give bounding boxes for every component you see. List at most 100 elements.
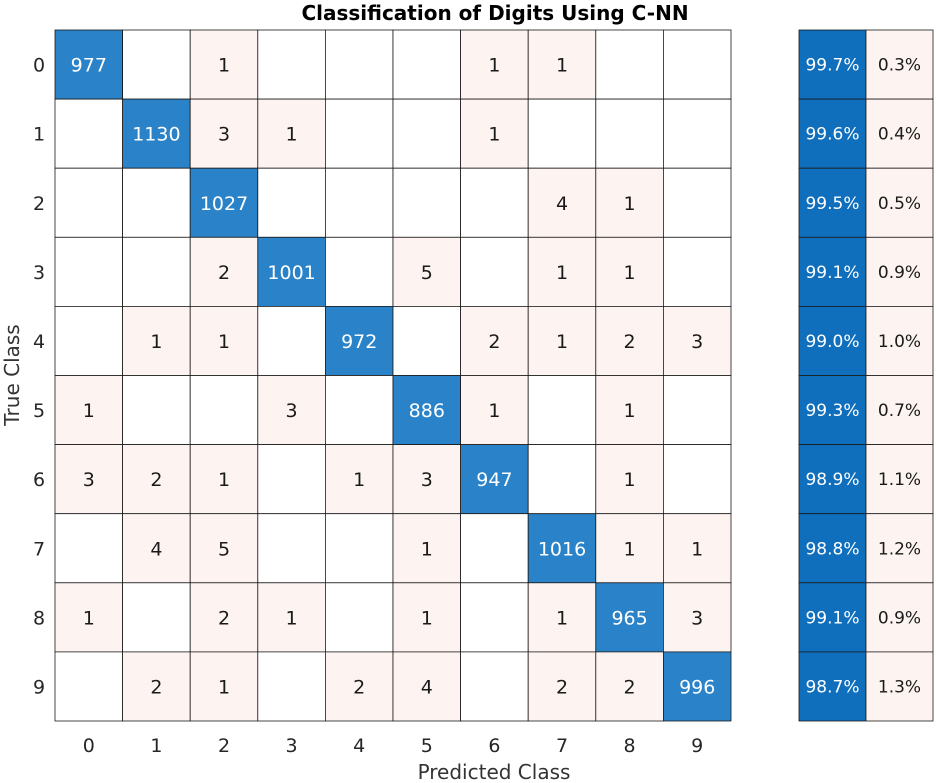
summary-incorrect-value-3: 0.9% bbox=[878, 263, 921, 283]
matrix-cell-7-4 bbox=[324, 513, 394, 584]
matrix-cell-0-5 bbox=[392, 29, 461, 100]
matrix-cell-3-3 bbox=[257, 236, 326, 307]
matrix-cell-7-3 bbox=[257, 513, 326, 584]
matrix-cell-value-1-1: 1130 bbox=[132, 124, 180, 146]
matrix-cell-8-4 bbox=[324, 582, 394, 653]
matrix-cell-3-6 bbox=[460, 236, 529, 307]
matrix-cell-2-3 bbox=[257, 167, 326, 238]
matrix-cell-1-6 bbox=[460, 98, 529, 169]
x-tick-label-7: 7 bbox=[556, 735, 568, 757]
x-tick-label-4: 4 bbox=[353, 735, 365, 757]
x-axis-label: Predicted Class bbox=[418, 760, 571, 783]
summary-correct-value-5: 99.3% bbox=[805, 401, 859, 421]
matrix-cell-value-1-3: 1 bbox=[286, 124, 298, 146]
matrix-cell-5-4 bbox=[324, 375, 394, 445]
x-tick-label-6: 6 bbox=[488, 735, 500, 757]
matrix-cell-value-3-2: 2 bbox=[218, 262, 230, 284]
tick-labels: 0 1 2 3 4 5 6 7 8 9 0 1 2 3 4 5 6 7 8 9 bbox=[33, 55, 703, 757]
matrix-cell-value-6-5: 3 bbox=[421, 469, 433, 491]
matrix-cell-4-5 bbox=[392, 305, 461, 376]
matrix-cell-value-3-7: 1 bbox=[556, 262, 568, 284]
matrix-cell-value-4-7: 1 bbox=[556, 331, 568, 353]
matrix-cell-value-5-8: 1 bbox=[624, 400, 636, 422]
matrix-cell-1-9 bbox=[663, 98, 732, 169]
matrix-cell-2-9 bbox=[663, 167, 732, 238]
matrix-cell-9-7 bbox=[527, 651, 597, 722]
matrix-cell-2-1 bbox=[122, 167, 191, 238]
matrix-cell-value-3-3: 1001 bbox=[267, 262, 315, 284]
matrix-cells: 977 1 1 1 1130 3 1 1 1027 4 1 2 1001 5 1 1 1 1 972 2 1 2 3 1 3 88… bbox=[54, 29, 732, 722]
matrix-cell-6-3 bbox=[257, 444, 326, 515]
summary-correct-value-9: 98.7% bbox=[805, 677, 859, 697]
matrix-cell-value-7-5: 1 bbox=[421, 538, 433, 560]
matrix-cell-value-9-7: 2 bbox=[556, 676, 568, 698]
matrix-cell-value-2-7: 4 bbox=[556, 193, 568, 215]
matrix-cell-value-4-1: 1 bbox=[150, 331, 162, 353]
matrix-cell-8-6 bbox=[460, 582, 529, 653]
matrix-cell-1-5 bbox=[392, 98, 461, 169]
x-tick-label-9: 9 bbox=[691, 735, 703, 757]
matrix-cell-value-5-0: 1 bbox=[83, 400, 95, 422]
summary-correct-cell-4 bbox=[798, 305, 867, 376]
matrix-cell-8-1 bbox=[122, 582, 191, 653]
matrix-cell-value-0-7: 1 bbox=[556, 55, 568, 77]
matrix-cell-1-0 bbox=[54, 98, 123, 169]
matrix-cell-3-0 bbox=[54, 236, 123, 307]
matrix-cell-3-2 bbox=[189, 236, 259, 307]
matrix-cell-1-1 bbox=[122, 98, 191, 169]
matrix-cell-value-8-5: 1 bbox=[421, 607, 433, 629]
matrix-cell-value-7-1: 4 bbox=[150, 538, 162, 560]
matrix-cell-value-5-6: 1 bbox=[488, 400, 500, 422]
matrix-cell-9-3 bbox=[257, 651, 326, 722]
matrix-cell-9-2 bbox=[189, 651, 259, 722]
x-tick-label-1: 1 bbox=[150, 735, 162, 757]
summary-incorrect-value-5: 0.7% bbox=[878, 401, 921, 421]
matrix-cell-0-6 bbox=[460, 29, 529, 100]
summary-correct-value-4: 99.0% bbox=[805, 332, 859, 352]
summary-incorrect-cell-1 bbox=[865, 98, 934, 169]
matrix-cell-5-6 bbox=[460, 375, 529, 445]
matrix-cell-value-6-2: 1 bbox=[218, 469, 230, 491]
matrix-cell-value-3-5: 5 bbox=[421, 262, 433, 284]
summary-correct-value-7: 98.8% bbox=[805, 539, 859, 559]
matrix-cell-6-7 bbox=[527, 444, 597, 515]
matrix-cell-value-6-6: 947 bbox=[476, 469, 512, 491]
matrix-cell-4-2 bbox=[189, 305, 259, 376]
matrix-cell-value-8-8: 965 bbox=[611, 607, 647, 629]
matrix-cell-value-0-0: 977 bbox=[71, 55, 107, 77]
matrix-cell-value-1-6: 1 bbox=[488, 124, 500, 146]
matrix-cell-0-4 bbox=[324, 29, 394, 100]
matrix-cell-4-4 bbox=[324, 305, 394, 376]
matrix-cell-value-7-9: 1 bbox=[691, 538, 703, 560]
matrix-cell-value-7-2: 5 bbox=[218, 538, 230, 560]
y-tick-label-8: 8 bbox=[33, 607, 45, 629]
matrix-cell-value-3-8: 1 bbox=[624, 262, 636, 284]
matrix-cell-2-0 bbox=[54, 167, 123, 238]
summary-incorrect-value-0: 0.3% bbox=[878, 56, 921, 76]
x-tick-label-0: 0 bbox=[83, 735, 95, 757]
matrix-cell-8-8 bbox=[595, 582, 664, 653]
matrix-cell-3-4 bbox=[324, 236, 394, 307]
matrix-cell-7-0 bbox=[54, 513, 123, 584]
matrix-cell-value-6-1: 2 bbox=[150, 469, 162, 491]
summary-incorrect-cell-5 bbox=[865, 375, 934, 445]
y-tick-label-1: 1 bbox=[33, 124, 45, 146]
matrix-cell-value-0-2: 1 bbox=[218, 55, 230, 77]
summary-correct-cell-8 bbox=[798, 582, 867, 653]
matrix-cell-value-6-4: 1 bbox=[353, 469, 365, 491]
matrix-cell-2-7 bbox=[527, 167, 597, 238]
x-tick-label-2: 2 bbox=[218, 735, 230, 757]
matrix-cell-7-8 bbox=[595, 513, 664, 584]
matrix-cell-value-4-4: 972 bbox=[341, 331, 377, 353]
matrix-cell-value-9-9: 996 bbox=[679, 676, 715, 698]
summary-correct-cell-6 bbox=[798, 444, 867, 515]
matrix-cell-6-2 bbox=[189, 444, 259, 515]
matrix-cell-value-9-4: 2 bbox=[353, 676, 365, 698]
matrix-cell-5-1 bbox=[122, 375, 191, 445]
matrix-cell-0-9 bbox=[663, 29, 732, 100]
y-tick-label-0: 0 bbox=[33, 55, 45, 77]
matrix-cell-value-9-8: 2 bbox=[624, 676, 636, 698]
matrix-cell-9-9 bbox=[663, 651, 732, 722]
y-tick-label-6: 6 bbox=[33, 469, 45, 491]
